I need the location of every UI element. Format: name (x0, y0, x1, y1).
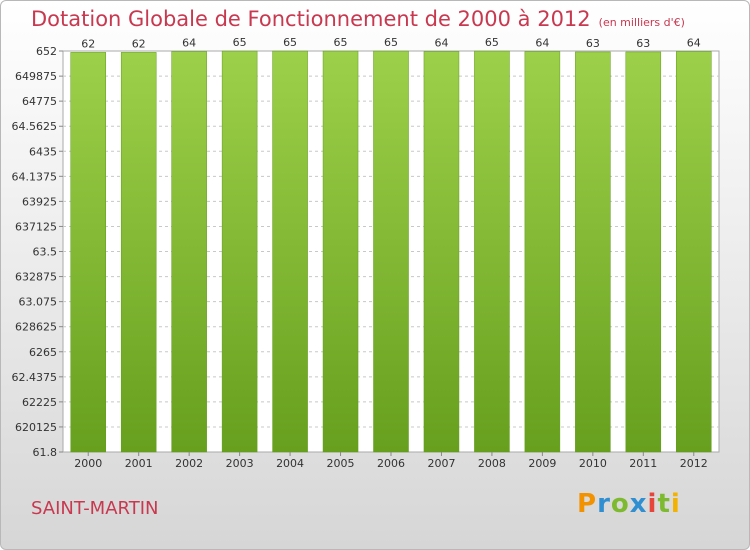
bar (120, 52, 157, 453)
bar (272, 50, 308, 453)
x-tick-label: 2001 (125, 457, 153, 470)
y-tick-label: 62225 (22, 396, 57, 409)
data-label: 64 (434, 37, 448, 50)
logo-letter: o (610, 489, 630, 519)
x-tick-label: 2005 (327, 457, 355, 470)
x-tick-label: 2010 (579, 457, 607, 470)
bar (625, 51, 662, 453)
data-label: 62 (81, 37, 95, 50)
y-tick-label: 628625 (15, 321, 57, 334)
y-tick-label: 632875 (15, 271, 57, 284)
y-tick-label: 61.8 (33, 446, 58, 459)
bar (524, 51, 561, 453)
logo-letter: i (670, 489, 681, 519)
data-label: 63 (586, 37, 600, 50)
y-tick-label: 62.4375 (12, 371, 58, 384)
bar (676, 51, 712, 453)
y-tick-label: 6265 (29, 346, 57, 359)
data-label: 64 (535, 37, 549, 50)
logo-letter: P (577, 489, 598, 519)
x-tick-label: 2004 (276, 457, 304, 470)
x-tick-label: 2012 (680, 457, 708, 470)
data-label: 62 (132, 37, 146, 50)
y-tick-label: 6435 (29, 145, 57, 158)
data-label: 64 (182, 37, 196, 50)
bar (373, 50, 409, 453)
logo-letter: i (647, 489, 658, 519)
bar (474, 50, 510, 453)
logo-letter: t (657, 489, 671, 519)
y-tick-label: 64775 (22, 95, 57, 108)
data-label: 65 (384, 36, 398, 49)
y-tick-label: 63.5 (33, 246, 58, 259)
data-label: 64 (687, 37, 701, 50)
x-tick-label: 2008 (478, 457, 506, 470)
y-tick-label: 649875 (15, 70, 57, 83)
bar (423, 51, 460, 453)
proxiti-logo: Proxiti (577, 489, 681, 519)
y-tick-label: 620125 (15, 421, 57, 434)
data-label: 65 (283, 36, 297, 49)
chart-subtitle: (en milliers d'€) (598, 16, 685, 29)
y-tick-label: 63.075 (19, 296, 58, 309)
chart-title: Dotation Globale de Fonctionnement de 20… (31, 7, 685, 31)
x-tick-label: 2002 (175, 457, 203, 470)
x-tick-label: 2006 (377, 457, 405, 470)
bar (221, 50, 258, 453)
commune-name: SAINT-MARTIN (31, 498, 159, 519)
y-tick-label: 637125 (15, 220, 57, 233)
x-tick-label: 2011 (629, 457, 657, 470)
y-tick-label: 652 (36, 45, 57, 58)
data-label: 65 (485, 36, 499, 49)
y-tick-label: 63925 (22, 195, 57, 208)
x-tick-label: 2007 (427, 457, 455, 470)
x-tick-label: 2003 (226, 457, 254, 470)
x-tick-label: 2009 (528, 457, 556, 470)
bar (70, 52, 106, 453)
bar (322, 50, 359, 453)
logo-letter: r (597, 489, 611, 519)
data-label: 63 (636, 37, 650, 50)
y-tick-label: 64.1375 (12, 170, 58, 183)
x-tick-label: 2000 (74, 457, 102, 470)
y-tick-label: 64.5625 (12, 120, 58, 133)
bar (575, 51, 611, 453)
logo-letter: x (629, 489, 648, 519)
bar (171, 51, 207, 453)
data-label: 65 (334, 36, 348, 49)
data-label: 65 (233, 36, 247, 49)
